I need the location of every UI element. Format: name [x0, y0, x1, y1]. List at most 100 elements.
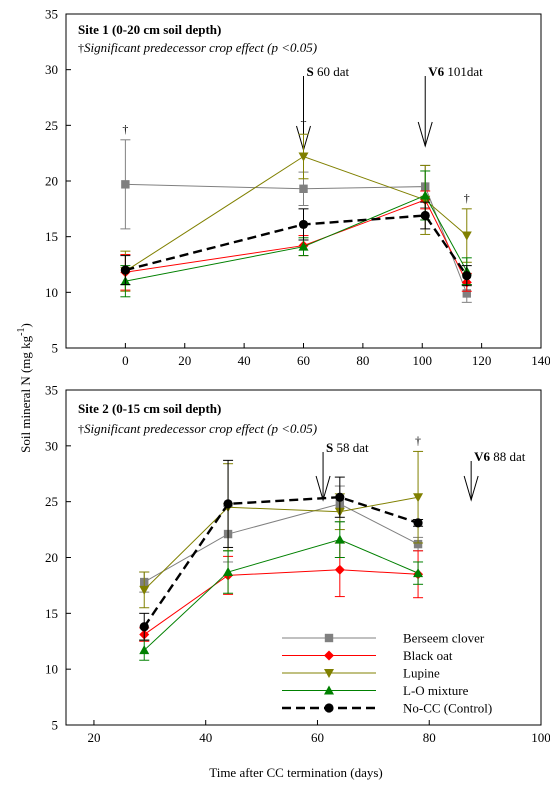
y-tick-label: 25 [45, 118, 58, 133]
panel-site-1: 5 10 15 20 25 30 35 0 20 40 60 80 100 120 140 Site 1 (0… [45, 7, 550, 369]
data-point [121, 180, 130, 189]
annotation-arrow-head [417, 121, 433, 148]
data-point [334, 534, 345, 544]
note-dagger: † [78, 422, 84, 436]
legend-entry: L-O mixture [282, 683, 469, 698]
annotation-arrow-head [463, 475, 479, 502]
data-point [299, 184, 308, 193]
significance-dagger: † [301, 116, 307, 130]
y-tick-label: 10 [45, 662, 58, 677]
series-line [125, 155, 468, 272]
y-tick-label: 30 [45, 62, 58, 77]
data-point [223, 499, 233, 509]
x-tick-label: 20 [87, 730, 100, 745]
legend-entry: No-CC (Control) [282, 701, 492, 716]
y-tick-label: 10 [45, 285, 58, 300]
significance-dagger: † [122, 122, 128, 136]
y-axis-title-close: ) [18, 323, 33, 327]
x-tick-label: 60 [311, 730, 324, 745]
note-dagger: † [78, 41, 84, 55]
annotation-days: 60 dat [314, 64, 350, 79]
annotation-stage: S [307, 64, 314, 79]
panel-title: Site 2 (0-15 cm soil depth) [78, 401, 221, 416]
data-point [413, 518, 423, 528]
data-point [335, 492, 345, 502]
series-line [125, 183, 468, 294]
annotation-label: S 60 dat [307, 64, 350, 79]
y-tick-label: 35 [45, 383, 58, 398]
data-point [461, 231, 472, 241]
series-l-o-mixture [139, 521, 424, 661]
legend-swatch-marker [324, 685, 334, 695]
data-point [420, 190, 431, 200]
data-point [334, 564, 345, 575]
legend-swatch-marker [324, 703, 334, 713]
y-tick-label: 20 [45, 174, 58, 189]
x-tick-label: 80 [423, 730, 436, 745]
panel-site-2: 5 10 15 20 25 30 35 20 40 60 80 100 Site 2 (0-15 cm … [45, 383, 550, 746]
significance-note: †Significant predecessor crop effect (p … [78, 421, 317, 436]
y-tick-label: 30 [45, 438, 58, 453]
data-point [420, 210, 430, 221]
legend-entry: Black oat [282, 648, 453, 663]
series-no-cc-control- [139, 459, 424, 641]
series-no-cc-control- [120, 201, 472, 287]
data-point [139, 622, 149, 632]
series-line [125, 199, 468, 283]
series-lupine [120, 133, 472, 292]
series-line [143, 503, 419, 583]
legend-label: Berseem clover [403, 631, 485, 646]
x-tick-label: 100 [531, 730, 550, 745]
x-tick-label: 40 [199, 730, 212, 745]
series-l-o-mixture [120, 170, 472, 298]
legend: Berseem clover Black oat Lupine L-O mixture… [282, 631, 492, 716]
annotation-stage: V6 [474, 449, 490, 464]
legend-entry: Berseem clover [282, 631, 485, 646]
series-line [143, 569, 419, 635]
y-tick-label: 5 [52, 718, 59, 733]
x-tick-label: 60 [297, 353, 310, 368]
annotation-label: V6 101dat [428, 64, 483, 79]
legend-swatch-marker [324, 633, 334, 643]
data-point [298, 219, 309, 230]
x-axis-title: Time after CC termination (days) [209, 765, 383, 780]
series-line [143, 496, 419, 591]
series-black-oat [139, 542, 424, 642]
legend-label: L-O mixture [403, 683, 469, 698]
annotation-days: 101dat [444, 64, 483, 79]
x-tick-label: 140 [531, 353, 550, 368]
y-axis-title: Soil mineral N (mg kg-1) [16, 323, 33, 453]
plot-frame [65, 389, 542, 726]
legend-entry: Lupine [282, 666, 440, 681]
significance-note: †Significant predecessor crop effect (p … [78, 40, 317, 55]
data-point [462, 271, 472, 281]
x-tick-label: 80 [356, 353, 369, 368]
y-axis-title-sup: -1 [16, 328, 27, 336]
x-tick-label: 120 [472, 353, 492, 368]
y-tick-label: 5 [52, 341, 59, 356]
data-point [298, 241, 309, 251]
annotation-stage: S [326, 440, 333, 455]
legend-swatch-marker [324, 669, 334, 678]
series-line [143, 495, 419, 628]
note-text: Significant predecessor crop effect (p <… [84, 40, 317, 55]
significance-dagger: † [415, 433, 421, 447]
series-berseem-clover [139, 485, 424, 593]
annotation-arrow-head [315, 475, 331, 502]
annotation-label: V6 88 dat [474, 449, 526, 464]
y-tick-label: 20 [45, 550, 58, 565]
data-point [413, 539, 423, 549]
data-point [120, 265, 130, 275]
series-berseem-clover [120, 139, 472, 303]
y-tick-label: 15 [45, 606, 58, 621]
series-line [125, 214, 468, 277]
y-axis-title-main: Soil mineral N (mg kg [18, 335, 33, 452]
data-point [413, 493, 424, 503]
growth-stage-marker: V6 88 dat [463, 449, 526, 502]
y-tick-label: 35 [45, 7, 58, 22]
growth-stage-marker: S 60 dat [296, 64, 350, 152]
x-tick-label: 20 [178, 353, 191, 368]
legend-label: No-CC (Control) [403, 701, 492, 716]
annotation-days: 58 dat [333, 440, 369, 455]
x-tick-label: 40 [238, 353, 251, 368]
